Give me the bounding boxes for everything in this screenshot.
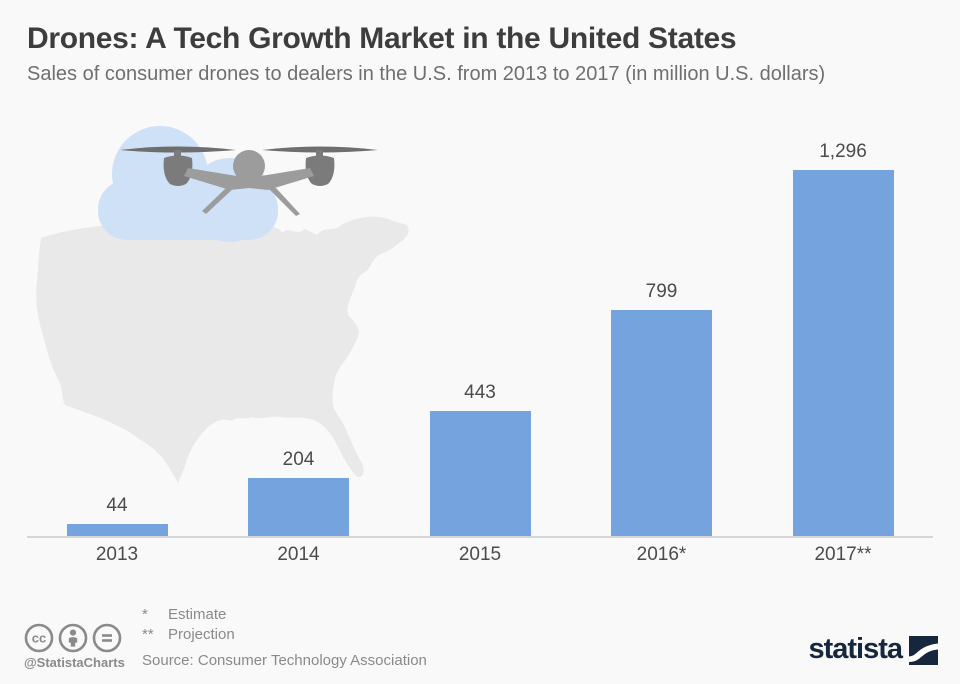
footnote-marker: * [142, 606, 148, 623]
cc-icon: cc [24, 623, 54, 653]
footnote-estimate: * Estimate [142, 605, 235, 625]
x-axis-line [27, 536, 933, 538]
x-axis-label: 2013 [95, 544, 139, 565]
credit-handle: @StatistaCharts [24, 655, 125, 670]
x-axis-label: 2016* [636, 544, 687, 565]
footnote-label: Estimate [168, 606, 227, 623]
cc-license-badges: cc [24, 623, 122, 653]
statista-logo-icon [909, 636, 938, 665]
x-axis-label: 2015 [458, 544, 502, 565]
bar-2017** [792, 170, 894, 536]
bar-2015 [429, 411, 531, 536]
bar-2013 [66, 524, 168, 536]
equals-icon [92, 623, 122, 653]
statista-logo: statista [808, 634, 938, 665]
footnote-label: Projection [168, 626, 235, 643]
bar-value-label: 204 [282, 449, 315, 470]
drone-icon [120, 146, 378, 216]
svg-text:cc: cc [32, 631, 46, 646]
bar-2014 [248, 478, 349, 536]
bar-value-label: 1,296 [819, 141, 867, 162]
page-subtitle: Sales of consumer drones to dealers in t… [27, 63, 826, 85]
footnotes: * Estimate ** Projection [142, 605, 235, 645]
x-axis-label: 2014 [277, 544, 320, 565]
bar-value-label: 799 [645, 281, 678, 302]
bar-value-label: 44 [106, 495, 128, 516]
bar-2016* [611, 310, 712, 536]
footnote-projection: ** Projection [142, 625, 235, 645]
statista-wordmark: statista [808, 633, 903, 665]
source-line: Source: Consumer Technology Association [142, 652, 427, 669]
footnote-marker: ** [142, 626, 154, 643]
bar-value-label: 443 [464, 382, 496, 403]
us-map-icon [36, 216, 409, 483]
page-title: Drones: A Tech Growth Market in the Unit… [27, 22, 737, 55]
x-axis-label: 2017** [814, 544, 872, 565]
attribution-icon [58, 623, 88, 653]
